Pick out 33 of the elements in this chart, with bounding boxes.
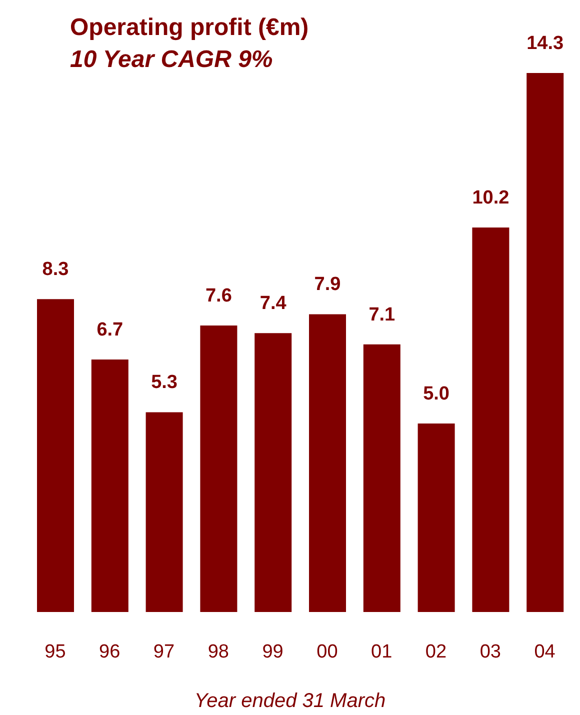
bar [526, 73, 564, 612]
x-tick-label: 95 [44, 641, 66, 662]
bar [309, 314, 346, 612]
x-tick-label: 99 [262, 641, 284, 662]
data-label: 14.3 [526, 33, 564, 54]
data-label: 7.9 [314, 274, 341, 296]
chart-title: Operating profit (€m) [70, 14, 309, 42]
data-label: 7.6 [205, 286, 232, 307]
x-tick-label: 96 [99, 641, 120, 662]
x-tick-label: 01 [371, 641, 392, 662]
chart-subtitle: 10 Year CAGR 9% [70, 46, 273, 74]
bar [200, 326, 238, 612]
x-axis-title: Year ended 31 March [193, 690, 387, 713]
x-tick-label: 03 [480, 641, 501, 662]
data-label: 5.3 [151, 372, 178, 394]
data-label: 10.2 [472, 188, 510, 209]
data-label: 5.0 [423, 384, 450, 405]
bar [472, 228, 510, 612]
data-label: 8.3 [42, 259, 69, 280]
data-label: 7.1 [368, 304, 396, 326]
bar [91, 359, 128, 612]
bar [418, 424, 455, 612]
data-label: 6.7 [96, 319, 124, 340]
bar [254, 333, 292, 612]
bar [37, 299, 74, 612]
bar [146, 412, 183, 612]
x-tick-label: 98 [208, 641, 229, 662]
bar [363, 344, 400, 612]
x-tick-label: 00 [316, 641, 338, 662]
data-label: 7.4 [260, 293, 287, 314]
x-tick-label: 04 [534, 641, 556, 662]
x-tick-label: 97 [153, 641, 175, 662]
x-tick-label: 02 [425, 641, 447, 662]
